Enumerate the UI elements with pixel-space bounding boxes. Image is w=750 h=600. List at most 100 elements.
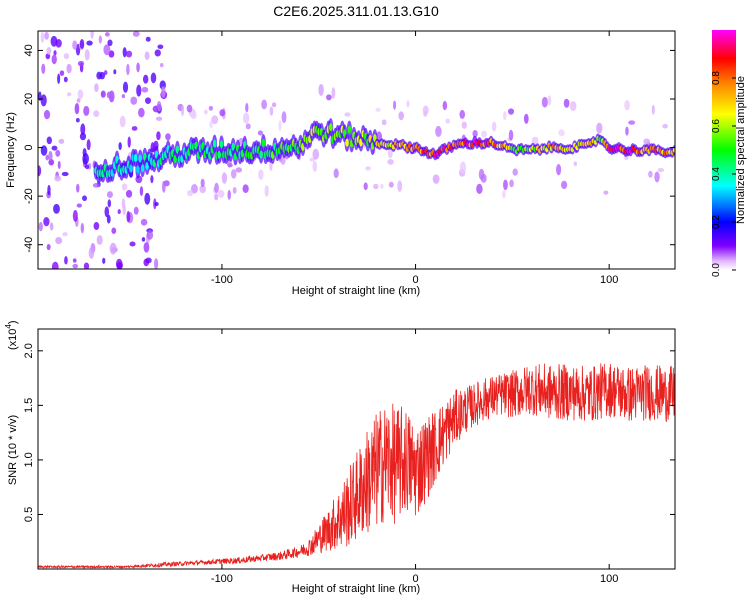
x-tick-label: 0	[412, 573, 418, 585]
heatmap-cell	[507, 108, 515, 115]
heatmap-cell	[150, 175, 154, 184]
heatmap-cell	[309, 157, 316, 162]
colorbar-label: Normalized spectral amplitude	[735, 76, 747, 224]
y-tick-label: 1.0	[23, 452, 35, 467]
heatmap-cell	[116, 262, 123, 269]
heatmap-cell	[72, 258, 77, 263]
colorbar: 0.0 0.2 0.4 0.6 0.8 Normalized spectral ampl…	[711, 30, 747, 277]
heatmap-cell	[57, 160, 61, 169]
heatmap-cell	[143, 242, 150, 253]
heatmap-cell	[44, 31, 49, 40]
heatmap-cell	[122, 204, 127, 216]
heatmap-cell	[472, 130, 478, 138]
heatmap-cell	[121, 183, 128, 191]
heatmap-cell	[214, 182, 219, 194]
heatmap-cell	[625, 126, 629, 136]
heatmap-cell	[573, 161, 578, 167]
heatmap-cell	[146, 230, 154, 240]
heatmap-cell	[40, 94, 47, 107]
y-tick-label: 2.0	[23, 343, 35, 358]
x-tick-label: 100	[600, 573, 618, 585]
x-tick-label: 100	[600, 274, 618, 286]
heatmap-cell	[107, 199, 112, 208]
heatmap-cell	[569, 101, 577, 112]
heatmap-cell	[331, 87, 336, 99]
heatmap-cell	[113, 69, 117, 75]
heatmap-cell	[541, 96, 548, 108]
heatmap-cell	[79, 38, 85, 50]
heatmap-cell	[130, 96, 138, 105]
y-tick-label: 0.5	[23, 507, 35, 522]
heatmap-cell	[271, 102, 277, 108]
heatmap-cell	[219, 109, 226, 117]
heatmap-cell	[138, 107, 145, 118]
spectrogram-ylabel: Frequency (Hz)	[5, 112, 17, 188]
heatmap-cell	[672, 147, 675, 153]
heatmap-cell	[217, 189, 225, 198]
heatmap-cell	[150, 72, 157, 84]
heatmap-cell	[245, 123, 251, 130]
heatmap-cell	[50, 35, 58, 47]
heatmap-cell	[156, 131, 161, 141]
x-tick-label: -100	[211, 274, 233, 286]
heatmap-cell	[133, 154, 138, 163]
heatmap-cell	[326, 94, 332, 101]
heatmap-cell	[51, 261, 59, 269]
heatmap-cell	[82, 195, 87, 202]
heatmap-cell	[133, 206, 139, 215]
heatmap-cell	[397, 180, 403, 192]
heatmap-cell	[83, 105, 90, 117]
heatmap-cell	[144, 51, 150, 61]
snr-scale-label: (x10	[7, 329, 19, 350]
heatmap-cell	[432, 174, 440, 184]
heatmap-cell	[312, 160, 318, 172]
heatmap-cell	[126, 210, 131, 223]
colorbar-ticks: 0.0 0.2 0.4 0.6 0.8	[711, 71, 736, 277]
heatmap-cell	[654, 171, 660, 183]
heatmap-cell	[131, 126, 138, 131]
spectrogram-xlabel: Height of straight line (km)	[292, 285, 420, 297]
heatmap-cell	[380, 183, 384, 189]
heatmap-cell	[662, 123, 668, 129]
heatmap-cell	[281, 111, 287, 124]
heatmap-cell	[628, 120, 636, 125]
heatmap-cell	[106, 214, 111, 224]
heatmap-cell	[387, 148, 393, 159]
snr-line	[38, 363, 675, 569]
heatmap-cell	[651, 104, 655, 115]
heatmap-cell	[66, 92, 72, 97]
heatmap-cell	[72, 40, 78, 50]
heatmap-cell	[375, 107, 381, 112]
heatmap-cell	[503, 179, 508, 191]
heatmap-cell	[136, 84, 142, 97]
heatmap-cell	[406, 100, 410, 108]
heatmap-cell	[333, 168, 339, 179]
heatmap-cell	[77, 60, 85, 67]
heatmap-cell	[61, 171, 69, 177]
heatmap-cell	[109, 242, 117, 255]
heatmap-cell	[58, 138, 65, 144]
heatmap-cell	[118, 142, 122, 151]
heatmap-cell	[132, 31, 140, 37]
heatmap-cell	[96, 235, 103, 245]
heatmap-cell	[596, 122, 603, 134]
heatmap-cell	[219, 140, 224, 149]
colorbar-tick-label: 0.6	[711, 119, 722, 133]
heatmap-cell	[40, 145, 48, 156]
heatmap-cell	[79, 132, 87, 141]
heatmap-cell	[102, 257, 106, 264]
heatmap-cell	[98, 35, 102, 44]
heatmap-cell	[59, 70, 65, 76]
heatmap-cell	[63, 53, 70, 60]
heatmap-cell	[242, 112, 250, 124]
heatmap-cell	[442, 100, 448, 111]
heatmap-cell	[154, 202, 159, 207]
heatmap-cell	[155, 116, 163, 121]
heatmap-cell	[461, 121, 467, 129]
heatmap-cell	[648, 170, 653, 178]
heatmap-cell	[83, 262, 90, 269]
heatmap-cell	[75, 118, 80, 123]
heatmap-cell	[46, 244, 51, 251]
heatmap-cell	[231, 142, 235, 151]
heatmap-cell	[47, 184, 51, 196]
